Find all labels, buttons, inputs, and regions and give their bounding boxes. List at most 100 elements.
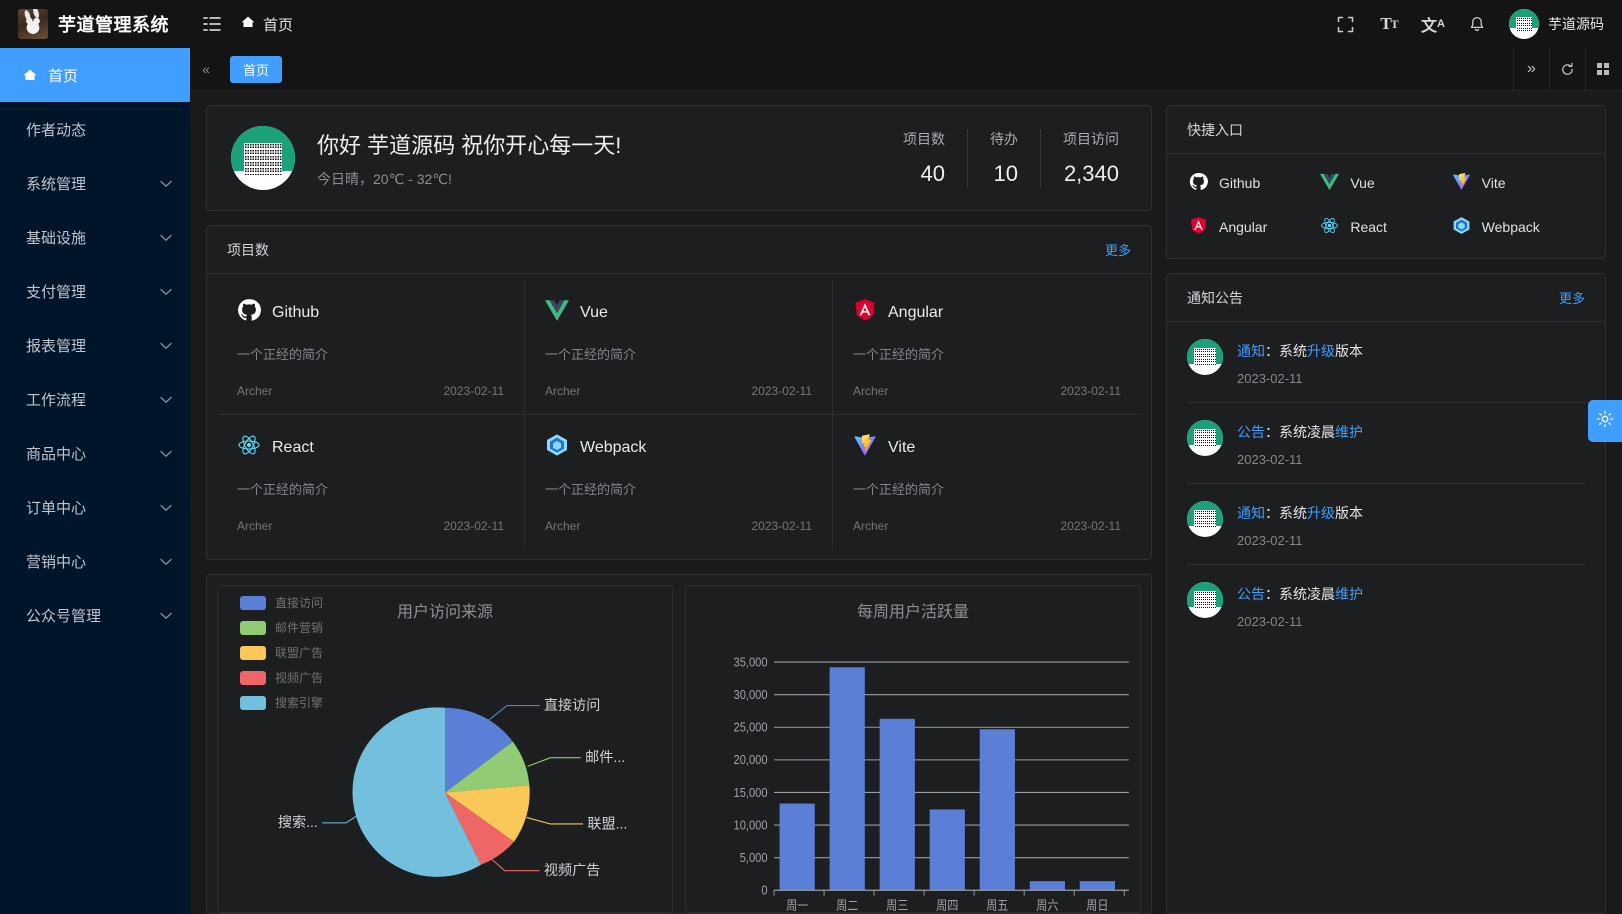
notice-type: 通知 (1237, 343, 1265, 359)
webpack-icon (545, 433, 569, 462)
sidebar: 首页 作者动态 系统管理 基础设施 支付管理 (0, 48, 190, 914)
dashboard-content: 你好 芋道源码 祝你开心每一天! 今日晴，20℃ - 32℃! 项目数 40 待… (190, 91, 1622, 914)
x-axis-labels: 周一 周二 周三 周四 周五 周六 周日 (786, 898, 1108, 912)
project-head: Vue (545, 298, 812, 327)
sidebar-item-author-news[interactable]: 作者动态 (0, 102, 190, 156)
legend-item[interactable]: 邮件营销 (240, 619, 323, 636)
tags-scroll[interactable]: 首页 (222, 48, 1513, 91)
project-name: Vue (580, 303, 608, 321)
project-card-angular[interactable]: Angular 一个正经的简介 Archer 2023-02-11 (833, 280, 1141, 415)
pie-slices (352, 707, 530, 877)
notice-item[interactable]: 公告：系统凌晨维护 2023-02-11 (1187, 565, 1585, 645)
project-footer: Archer 2023-02-11 (237, 384, 504, 398)
projects-more-link[interactable]: 更多 (1104, 243, 1131, 258)
legend-label: 联盟广告 (275, 646, 324, 660)
legend-item[interactable]: 视频广告 (240, 669, 323, 686)
bar-chart-weekly-active[interactable]: 每周用户活跃量 (685, 585, 1141, 913)
gear-icon (1596, 410, 1614, 433)
fullscreen-icon[interactable] (1325, 0, 1365, 48)
sidebar-item-system[interactable]: 系统管理 (0, 156, 190, 210)
notice-suffix: 版本 (1335, 343, 1363, 359)
chevron-double-right-icon[interactable]: » (1514, 47, 1550, 91)
brand-title: 芋道管理系统 (58, 15, 169, 35)
sidebar-item-payment[interactable]: 支付管理 (0, 264, 190, 318)
sidebar-item-workflow[interactable]: 工作流程 (0, 372, 190, 426)
sidebar-item-label: 报表管理 (26, 337, 87, 355)
grid-layout-icon[interactable] (1586, 48, 1622, 91)
notice-item[interactable]: 公告：系统凌晨维护 2023-02-11 (1187, 403, 1585, 484)
tab-home[interactable]: 首页 (230, 55, 283, 83)
project-card-react[interactable]: React 一个正经的简介 Archer 2023-02-11 (217, 415, 525, 549)
legend-item[interactable]: 联盟广告 (240, 644, 323, 661)
quick-entry-card: 快捷入口 Github (1166, 105, 1606, 259)
notices-more-link[interactable]: 更多 (1558, 291, 1585, 306)
github-icon (1189, 172, 1208, 194)
pie-legend[interactable]: 直接访问 邮件营销 联盟广告 (240, 594, 323, 719)
vite-icon (1452, 172, 1471, 194)
angular-icon (1189, 216, 1208, 238)
hamburger-icon[interactable] (190, 0, 234, 48)
sidebar-item-label: 营销中心 (26, 553, 87, 571)
quick-entry-angular[interactable]: Angular (1189, 216, 1320, 238)
sidebar-item-product[interactable]: 商品中心 (0, 426, 190, 480)
stat-todo: 待办 10 (968, 129, 1041, 187)
quick-entry-vue[interactable]: Vue (1320, 172, 1451, 194)
project-card-github[interactable]: Github 一个正经的简介 Archer 2023-02-11 (217, 280, 525, 415)
chevron-down-icon (160, 607, 172, 624)
chevron-down-icon (160, 499, 172, 516)
breadcrumb[interactable]: 首页 (240, 14, 293, 35)
legend-swatch (240, 645, 266, 660)
chevron-double-left-icon[interactable]: « (202, 61, 210, 77)
project-head: React (237, 433, 504, 462)
y-tick: 5,000 (740, 850, 768, 865)
settings-fab-button[interactable] (1588, 400, 1622, 442)
sidebar-item-order[interactable]: 订单中心 (0, 480, 190, 534)
notice-body: 通知：系统升级版本 2023-02-11 (1237, 501, 1363, 548)
project-date: 2023-02-11 (751, 384, 813, 398)
project-name: Vite (888, 438, 916, 456)
project-card-webpack[interactable]: Webpack 一个正经的简介 Archer 2023-02-11 (525, 415, 833, 549)
pie-chart-user-source[interactable]: 用户访问来源 直接访问 邮件营销 (217, 585, 673, 913)
refresh-icon[interactable] (1550, 47, 1586, 91)
project-date: 2023-02-11 (1060, 519, 1122, 533)
notice-body: 公告：系统凌晨维护 2023-02-11 (1237, 582, 1363, 629)
bell-icon[interactable] (1457, 0, 1497, 48)
quick-entry-github[interactable]: Github (1189, 172, 1320, 194)
sidebar-item-marketing[interactable]: 营销中心 (0, 534, 190, 588)
sidebar-item-home[interactable]: 首页 (0, 48, 190, 102)
bar-thu (929, 809, 965, 891)
quick-entry-label: Vue (1350, 175, 1375, 191)
notice-type: 公告 (1237, 586, 1265, 602)
notice-item[interactable]: 通知：系统升级版本 2023-02-11 (1187, 484, 1585, 565)
stat-projects: 项目数 40 (881, 129, 968, 187)
user-menu[interactable]: 芋道源码 (1509, 9, 1608, 39)
y-tick: 10,000 (734, 818, 768, 833)
notice-keyword: 维护 (1335, 586, 1363, 602)
pie-slice-union-ad (445, 785, 530, 842)
quick-entry-react[interactable]: React (1320, 216, 1451, 238)
sidebar-item-infra[interactable]: 基础设施 (0, 210, 190, 264)
brand[interactable]: 芋道管理系统 (0, 0, 190, 48)
quick-entry-webpack[interactable]: Webpack (1452, 216, 1583, 238)
project-card-vue[interactable]: Vue 一个正经的简介 Archer 2023-02-11 (525, 280, 833, 415)
qrcode-avatar (1187, 501, 1223, 537)
sidebar-item-mp[interactable]: 公众号管理 (0, 588, 190, 642)
project-card-vite[interactable]: Vite 一个正经的简介 Archer 2023-02-11 (833, 415, 1141, 549)
notice-date: 2023-02-11 (1237, 533, 1303, 548)
notice-item[interactable]: 通知：系统升级版本 2023-02-11 (1187, 322, 1585, 403)
x-tick: 周日 (1086, 898, 1108, 912)
top-header: 芋道管理系统 首页 (0, 0, 1622, 48)
project-footer: Archer 2023-02-11 (545, 519, 812, 533)
quick-entry-vite[interactable]: Vite (1452, 172, 1583, 194)
home-icon (240, 15, 256, 33)
project-footer: Archer 2023-02-11 (853, 519, 1121, 533)
x-tick: 周三 (886, 898, 908, 912)
qrcode-avatar (1187, 339, 1223, 375)
qrcode-avatar (1187, 582, 1223, 618)
legend-item[interactable]: 搜索引擎 (240, 694, 323, 711)
project-head: Webpack (545, 433, 812, 462)
legend-item[interactable]: 直接访问 (240, 594, 323, 611)
sidebar-item-report[interactable]: 报表管理 (0, 318, 190, 372)
